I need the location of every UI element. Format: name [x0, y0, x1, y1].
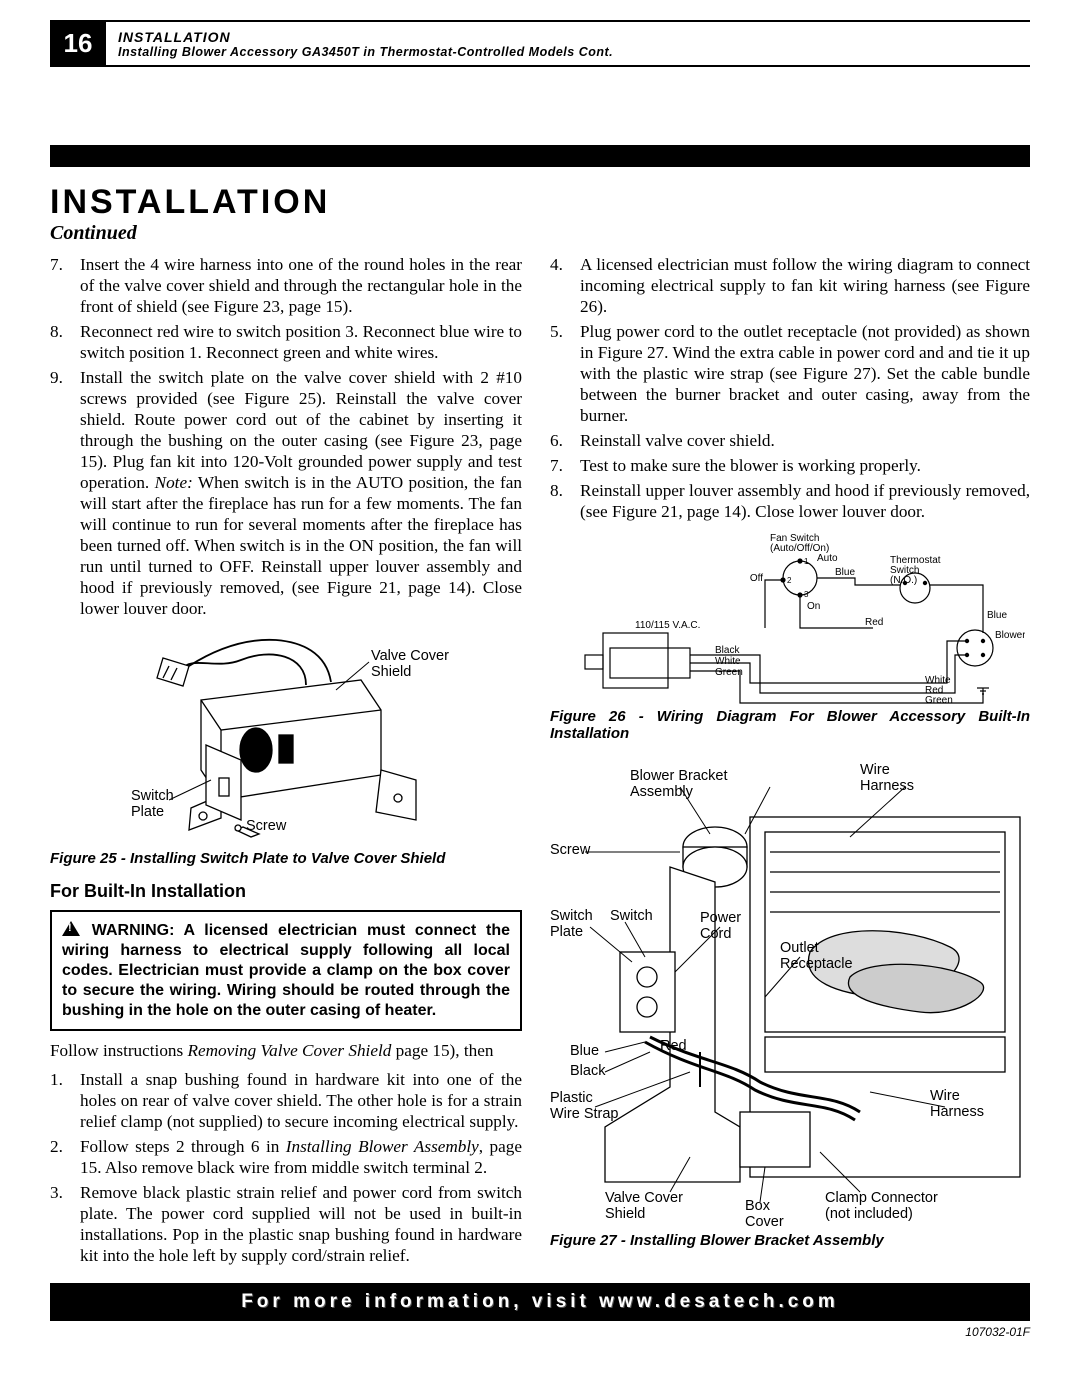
svg-text:Switch: Switch [550, 908, 593, 924]
list-item: 7.Insert the 4 wire harness into one of … [50, 255, 522, 318]
svg-text:Shield: Shield [371, 664, 411, 680]
list-item: 6.Reinstall valve cover shield. [550, 431, 1030, 452]
svg-text:(N.O.): (N.O.) [890, 575, 917, 586]
right-column: 4.A licensed electrician must follow the… [550, 255, 1030, 1271]
page-number: 16 [50, 22, 106, 65]
svg-text:Off: Off [750, 573, 763, 584]
svg-text:Power: Power [700, 910, 741, 926]
warning-text: WARNING: A licensed electrician must con… [62, 922, 510, 1019]
svg-text:Auto: Auto [817, 553, 838, 564]
figure-27-diagram: Blower Bracket Assembly Wire Harness Scr… [550, 752, 1030, 1232]
svg-text:Switch: Switch [610, 908, 653, 924]
svg-text:Valve Cover: Valve Cover [605, 1190, 683, 1206]
continued-label: Continued [50, 222, 1030, 245]
svg-text:Valve Cover: Valve Cover [371, 648, 449, 664]
svg-text:Receptacle: Receptacle [780, 956, 853, 972]
svg-text:Wire Strap: Wire Strap [550, 1106, 619, 1122]
svg-text:Shield: Shield [605, 1206, 645, 1222]
svg-text:Cord: Cord [700, 926, 731, 942]
instruction-list-right: 4.A licensed electrician must follow the… [550, 255, 1030, 523]
svg-text:Red: Red [660, 1038, 687, 1054]
svg-text:Harness: Harness [860, 778, 914, 794]
figure-25: Valve Cover Shield Switch Plate Screw Fi… [50, 630, 522, 867]
svg-text:Black: Black [570, 1063, 606, 1079]
svg-text:Black: Black [715, 645, 740, 656]
svg-text:Blue: Blue [835, 567, 855, 578]
running-title: INSTALLATION [118, 29, 613, 45]
figure-26-caption: Figure 26 - Wiring Diagram For Blower Ac… [550, 708, 1030, 742]
svg-text:Plate: Plate [131, 804, 164, 820]
svg-text:White: White [715, 656, 741, 667]
svg-text:Blue: Blue [570, 1043, 599, 1059]
svg-text:Blower Bracket: Blower Bracket [630, 768, 728, 784]
list-item: 2.Follow steps 2 through 6 in Installing… [50, 1137, 522, 1179]
warning-box: WARNING: A licensed electrician must con… [50, 910, 522, 1031]
svg-text:3: 3 [804, 590, 809, 599]
svg-text:Wire: Wire [860, 762, 890, 778]
svg-text:Box: Box [745, 1198, 771, 1214]
list-item: 8.Reconnect red wire to switch position … [50, 322, 522, 364]
divider-bar [50, 145, 1030, 167]
list-item: 9.Install the switch plate on the valve … [50, 368, 522, 620]
warning-icon [62, 921, 80, 936]
svg-text:Plastic: Plastic [550, 1090, 593, 1106]
svg-text:White: White [925, 675, 951, 686]
svg-text:Screw: Screw [550, 842, 591, 858]
figure-26-diagram: 1 2 3 Fan Switch (Auto/Off/On) Auto Off … [555, 533, 1025, 708]
footer-bar: For more information, visit www.desatech… [50, 1283, 1030, 1321]
figure-27: Blower Bracket Assembly Wire Harness Scr… [550, 752, 1030, 1249]
document-code: 107032-01F [50, 1325, 1030, 1339]
svg-text:Red: Red [865, 617, 883, 628]
svg-text:Screw: Screw [246, 818, 287, 834]
svg-text:1: 1 [804, 557, 809, 566]
list-item: 4.A licensed electrician must follow the… [550, 255, 1030, 318]
svg-text:Harness: Harness [930, 1104, 984, 1120]
figure-26: 1 2 3 Fan Switch (Auto/Off/On) Auto Off … [550, 533, 1030, 742]
svg-text:Wire: Wire [930, 1088, 960, 1104]
running-subtitle: Installing Blower Accessory GA3450T in T… [118, 45, 613, 59]
svg-text:Blower Motor: Blower Motor [995, 630, 1025, 641]
svg-text:Clamp Connector: Clamp Connector [825, 1190, 938, 1206]
svg-text:Green: Green [925, 695, 953, 706]
page: 16 INSTALLATION Installing Blower Access… [0, 0, 1080, 1397]
section-title: INSTALLATION [50, 183, 1030, 222]
figure-25-caption: Figure 25 - Installing Switch Plate to V… [50, 850, 522, 867]
svg-text:Assembly: Assembly [630, 784, 694, 800]
svg-text:Green: Green [715, 667, 743, 678]
list-item: 5.Plug power cord to the outlet receptac… [550, 322, 1030, 427]
figure-27-caption: Figure 27 - Installing Blower Bracket As… [550, 1232, 1030, 1249]
svg-text:Plate: Plate [550, 924, 583, 940]
svg-text:110/115 V.A.C.: 110/115 V.A.C. [635, 620, 700, 631]
follow-instructions-line: Follow instructions Removing Valve Cover… [50, 1041, 522, 1062]
instruction-list-left-2: 1.Install a snap bushing found in hardwa… [50, 1070, 522, 1267]
left-column: 7.Insert the 4 wire harness into one of … [50, 255, 522, 1271]
instruction-list-left-1: 7.Insert the 4 wire harness into one of … [50, 255, 522, 620]
svg-text:(not included): (not included) [825, 1206, 913, 1222]
svg-text:On: On [807, 601, 820, 612]
list-item: 7.Test to make sure the blower is workin… [550, 456, 1030, 477]
svg-text:2: 2 [787, 576, 792, 585]
list-item: 8.Reinstall upper louver assembly and ho… [550, 481, 1030, 523]
list-item: 1.Install a snap bushing found in hardwa… [50, 1070, 522, 1133]
svg-text:Switch: Switch [131, 788, 174, 804]
svg-text:Outlet: Outlet [780, 940, 819, 956]
list-item: 3.Remove black plastic strain relief and… [50, 1183, 522, 1267]
figure-25-diagram: Valve Cover Shield Switch Plate Screw [71, 630, 501, 850]
built-in-heading: For Built-In Installation [50, 881, 522, 902]
page-header: 16 INSTALLATION Installing Blower Access… [50, 20, 1030, 67]
svg-text:Cover: Cover [745, 1214, 784, 1230]
body-columns: 7.Insert the 4 wire harness into one of … [50, 255, 1030, 1271]
svg-text:Blue: Blue [987, 610, 1007, 621]
